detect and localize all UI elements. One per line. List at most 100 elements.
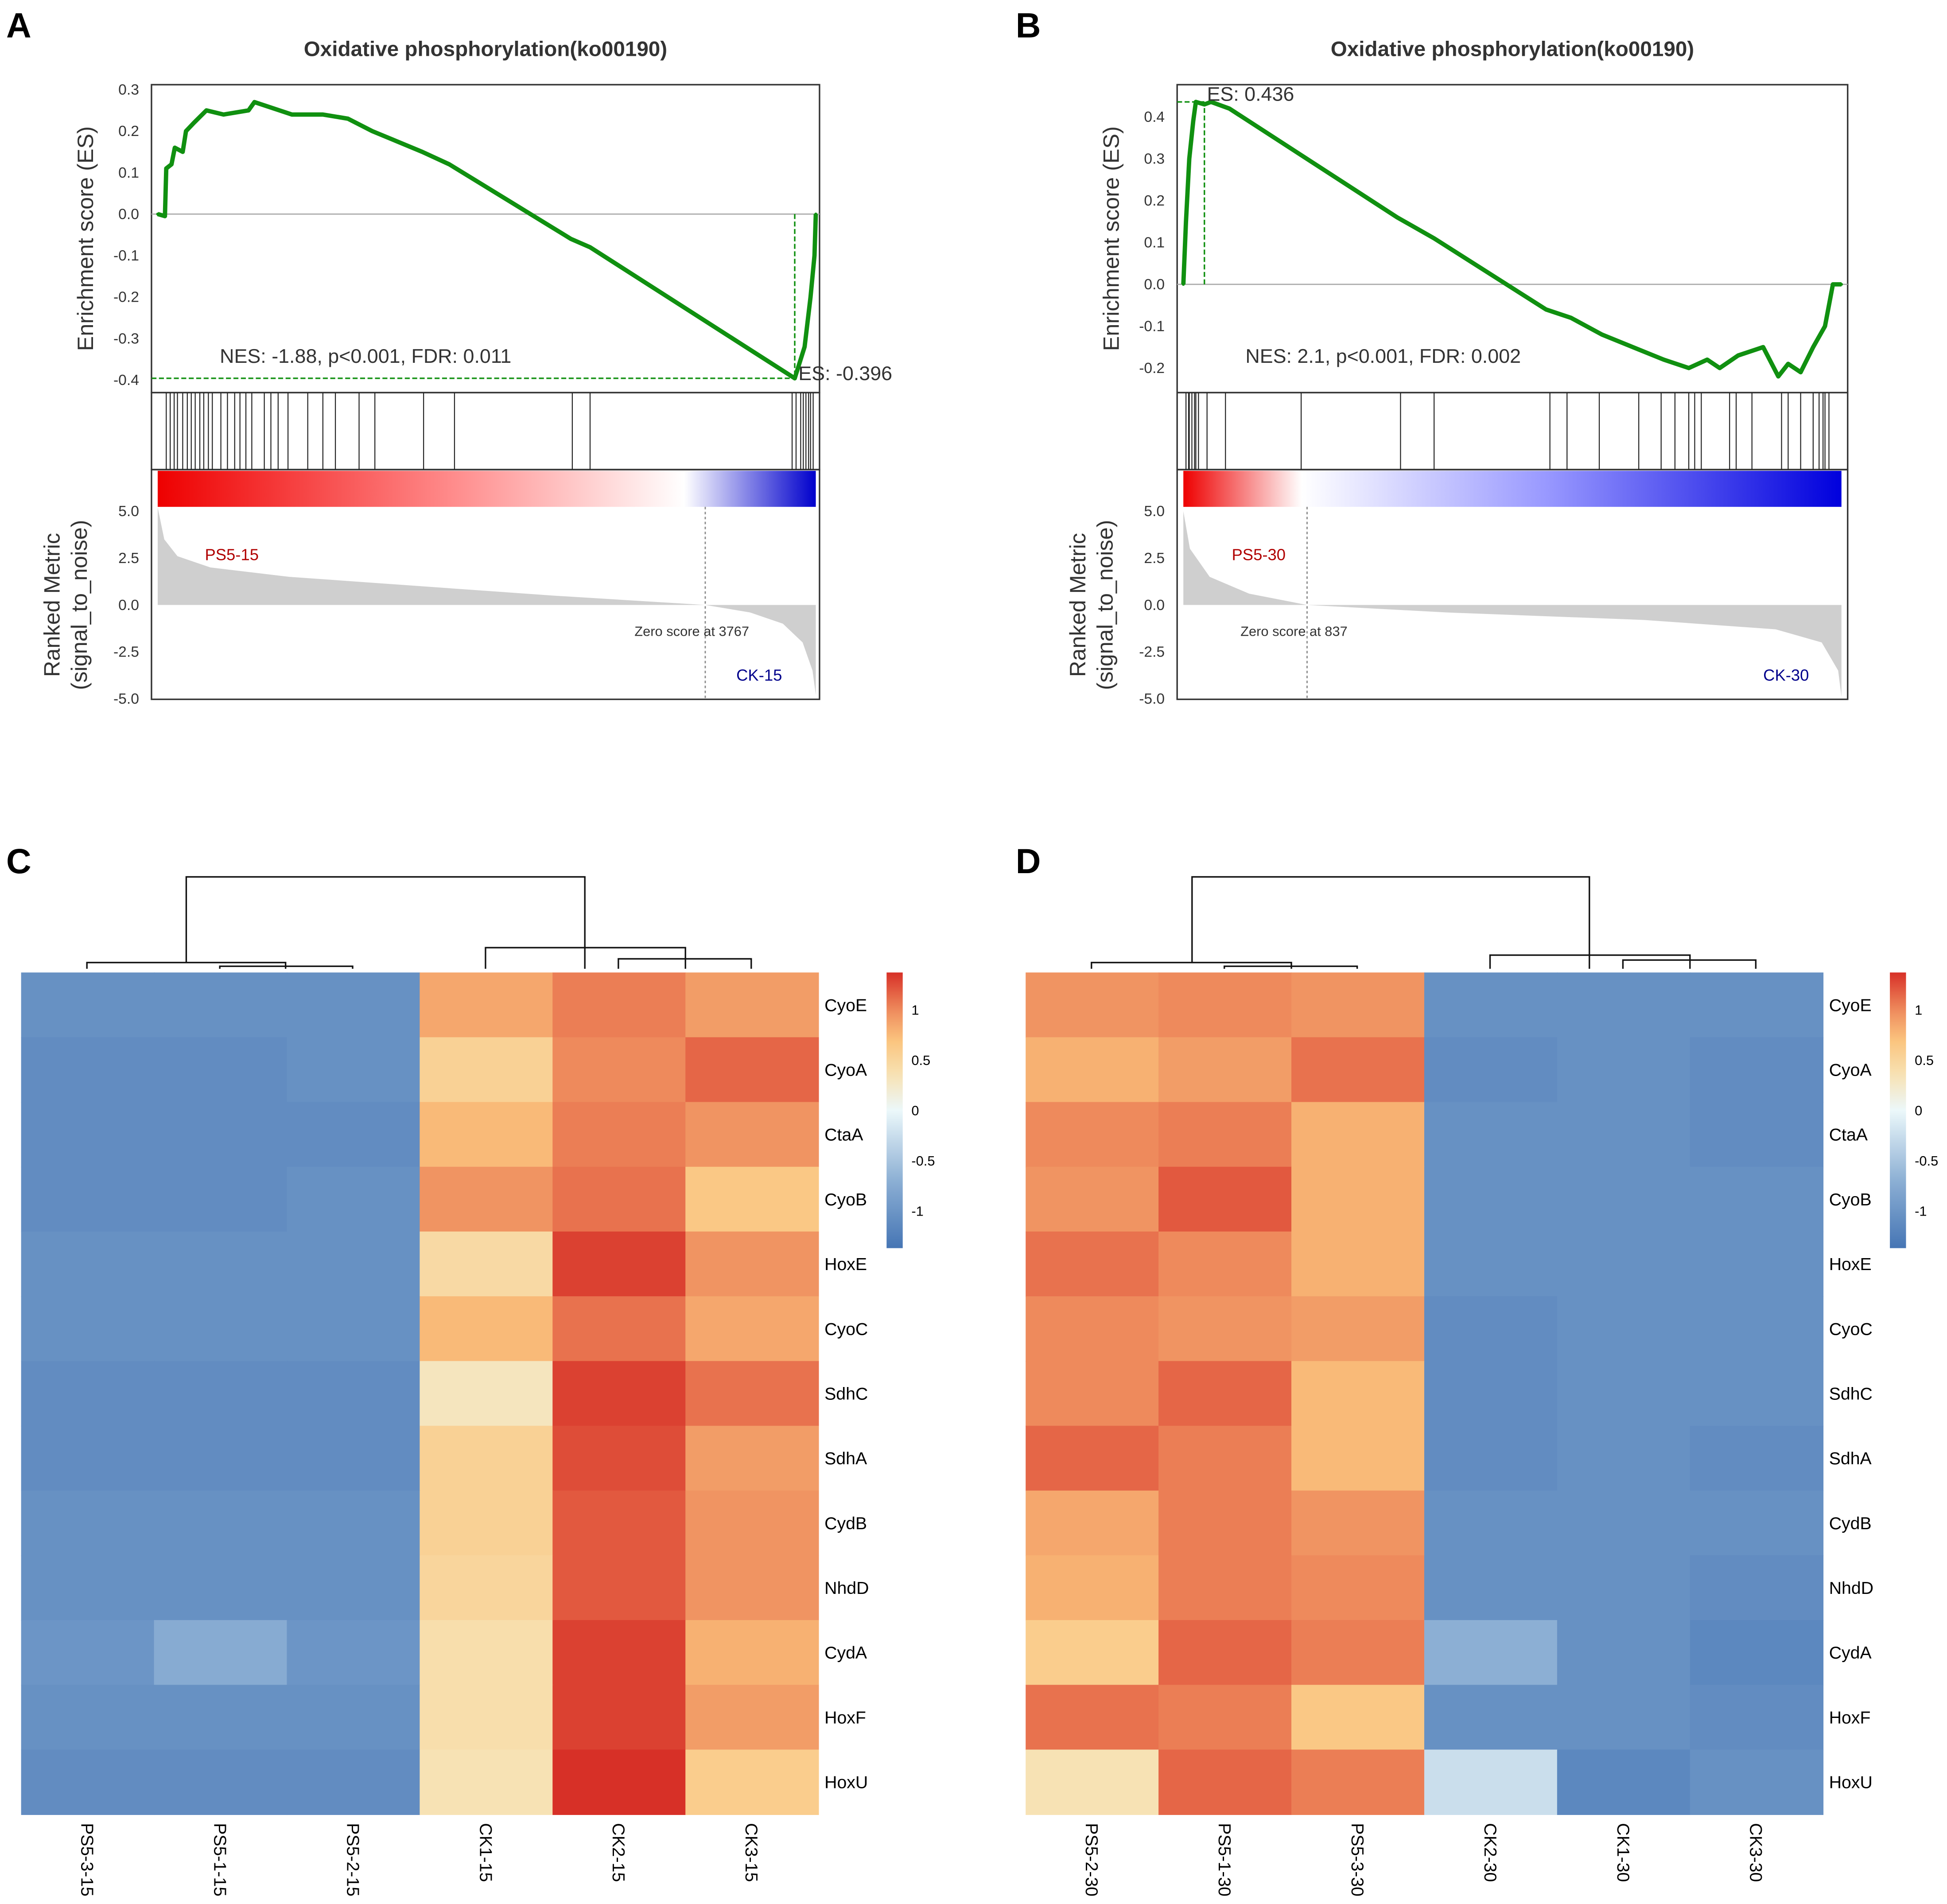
- heatmap-cell: [685, 1296, 819, 1362]
- heatmap-cell: [287, 1037, 420, 1103]
- ranked-metric-axis-sublabel: (signal_to_noise): [66, 520, 92, 690]
- es-point: [1181, 283, 1185, 286]
- heatmap-cell: [1026, 1037, 1159, 1103]
- es-point: [1840, 283, 1843, 286]
- es-point: [1188, 157, 1191, 160]
- heatmap-cell: [1158, 1620, 1292, 1686]
- heatmap-cell: [21, 1102, 155, 1168]
- heatmap-cell: [1557, 1037, 1691, 1103]
- rm-tick-label: 5.0: [118, 503, 139, 520]
- heatmap-cell: [552, 1166, 686, 1232]
- column-label: PS5-2-15: [343, 1823, 362, 1896]
- colorbar-tick-label: -0.5: [1915, 1153, 1938, 1169]
- heatmap-cell: [154, 1361, 288, 1426]
- heatmap-cell: [685, 1426, 819, 1492]
- row-label: CydA: [1829, 1643, 1872, 1663]
- heatmap-cell: [685, 1102, 819, 1168]
- heatmap-cell: [1158, 1749, 1292, 1815]
- heatmap-cell: [1557, 1685, 1691, 1750]
- heatmap-cell: [1690, 1620, 1824, 1686]
- heatmap-cell: [1291, 1102, 1425, 1168]
- heatmap-cell: [1690, 1490, 1824, 1556]
- es-point: [447, 163, 451, 166]
- es-point: [370, 129, 374, 133]
- heatmap-cell: [154, 1231, 288, 1297]
- es-point: [814, 212, 817, 216]
- rm-tick-label: 5.0: [1144, 503, 1165, 520]
- es-point: [265, 105, 268, 108]
- es-point: [222, 113, 225, 116]
- heatmap-cell: [685, 1231, 819, 1297]
- heatmap-cell: [420, 1102, 553, 1168]
- row-label: HoxE: [824, 1255, 867, 1274]
- heatmap-cell: [552, 972, 686, 1038]
- row-label: SdhA: [1829, 1449, 1872, 1469]
- es-point: [163, 214, 167, 218]
- heatmap-cell: [154, 1166, 288, 1232]
- heatmap-cell: [420, 1620, 553, 1686]
- heatmap-cell: [1424, 1231, 1558, 1297]
- heatmap-cell: [420, 1685, 553, 1750]
- heatmap-cell: [1557, 1749, 1691, 1815]
- heatmap-cell: [1158, 1296, 1292, 1362]
- heatmap-cell: [420, 1490, 553, 1556]
- es-point: [205, 109, 208, 112]
- heatmap-cell: [420, 1555, 553, 1621]
- colorbar-tick-label: 1: [1915, 1003, 1922, 1018]
- heatmap-cell: [287, 1555, 420, 1621]
- negative-class-label: CK-30: [1763, 666, 1809, 684]
- heatmap-cell: [1158, 972, 1292, 1038]
- heatmap-cell: [685, 1555, 819, 1621]
- row-label: HoxU: [1829, 1773, 1873, 1792]
- heatmap-cell: [287, 1490, 420, 1556]
- es-point: [813, 254, 816, 257]
- heatmap-cell: [1291, 1231, 1425, 1297]
- colorbar-tick-label: 0.5: [1915, 1053, 1934, 1068]
- heatmap-cell: [1026, 1166, 1159, 1232]
- es-point: [1799, 370, 1803, 374]
- rm-tick-label: -5.0: [113, 691, 139, 707]
- es-point: [1194, 100, 1197, 104]
- heatmap-cell: [552, 1037, 686, 1103]
- heatmap-cell: [1690, 1426, 1824, 1492]
- heatmap-cell: [1424, 1426, 1558, 1492]
- heatmap-cell: [685, 1685, 819, 1750]
- es-point: [1228, 107, 1231, 110]
- heatmap-cell: [1026, 1361, 1159, 1426]
- heatmap-cell: [1690, 972, 1824, 1038]
- heatmap-cell: [1690, 1685, 1824, 1750]
- rm-tick-label: -2.5: [1139, 644, 1165, 661]
- es-point: [1823, 324, 1827, 328]
- heatmap-cell: [287, 1102, 420, 1168]
- heatmap-cell: [1690, 1166, 1824, 1232]
- heatmap-cell: [154, 1555, 288, 1621]
- heatmap-cell: [1158, 1361, 1292, 1426]
- es-point: [793, 377, 797, 380]
- ranked-metric-area: [157, 507, 816, 695]
- es-point: [809, 295, 812, 299]
- heatmap-cell: [1690, 1037, 1824, 1103]
- es-point: [1761, 346, 1765, 349]
- stats-label: NES: -1.88, p<0.001, FDR: 0.011: [220, 345, 511, 367]
- es-point: [1718, 366, 1722, 370]
- row-label: CyoC: [824, 1319, 868, 1339]
- heatmap-cell: [21, 1555, 155, 1621]
- heatmap-cell: [21, 1749, 155, 1815]
- es-tick-label: -0.4: [113, 372, 139, 389]
- heatmap-cell: [1026, 1749, 1159, 1815]
- row-label: CtaA: [824, 1125, 863, 1145]
- heatmap-cell: [1424, 1555, 1558, 1621]
- heatmap-cell: [420, 1749, 553, 1815]
- heatmap-cell: [1291, 1037, 1425, 1103]
- heatmap-cell: [154, 1620, 288, 1686]
- es-point: [173, 146, 176, 149]
- stats-label: NES: 2.1, p<0.001, FDR: 0.002: [1245, 345, 1521, 367]
- es-point: [1811, 346, 1815, 349]
- heatmap-cell: [21, 1620, 155, 1686]
- heatmap-cell: [1026, 1620, 1159, 1686]
- es-axis-label: Enrichment score (ES): [73, 126, 98, 351]
- row-label: HoxE: [1829, 1255, 1872, 1274]
- row-label: SdhA: [824, 1449, 867, 1469]
- es-tick-label: 0.2: [118, 123, 139, 140]
